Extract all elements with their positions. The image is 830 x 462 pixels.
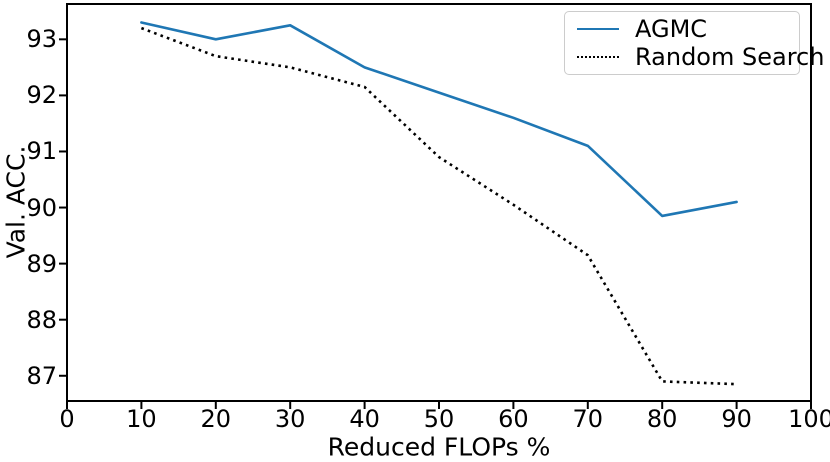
y-tick-label: 89 bbox=[26, 249, 57, 278]
x-tick-label: 50 bbox=[423, 405, 455, 433]
x-tick-label: 30 bbox=[274, 405, 306, 433]
y-axis-title: Val. ACC. bbox=[1, 145, 31, 259]
x-tick-label: 40 bbox=[349, 405, 380, 433]
legend-label-agmc: AGMC bbox=[635, 14, 708, 43]
x-tick-label: 80 bbox=[646, 405, 678, 433]
series-line-agmc bbox=[140, 21, 738, 218]
agmc-line-sample-icon bbox=[577, 27, 619, 30]
x-tick-label: 10 bbox=[126, 405, 157, 433]
x-tick-label: 60 bbox=[498, 405, 529, 433]
legend-entry-random-search: Random Search bbox=[577, 43, 824, 71]
legend-label-random-search: Random Search bbox=[635, 43, 825, 72]
x-tick-label: 90 bbox=[721, 405, 752, 433]
x-tick-label: 20 bbox=[200, 405, 232, 433]
legend-entry-agmc: AGMC bbox=[577, 15, 789, 43]
y-tick-label: 87 bbox=[26, 361, 57, 390]
x-axis-title: Reduced FLOPs % bbox=[327, 432, 551, 462]
x-tick-label: 70 bbox=[572, 405, 604, 433]
y-tick-label: 92 bbox=[26, 81, 57, 110]
x-tick-label: 0 bbox=[59, 405, 75, 433]
plot-border-spines bbox=[66, 3, 812, 402]
x-tick-label: 100 bbox=[788, 405, 830, 433]
legend: AGMC Random Search bbox=[564, 11, 824, 75]
y-tick-label: 93 bbox=[26, 25, 57, 54]
y-tick-label: 91 bbox=[26, 137, 57, 166]
random-search-line-sample-icon bbox=[577, 56, 619, 59]
y-tick-label: 88 bbox=[26, 305, 57, 334]
series-line-random-search bbox=[140, 26, 737, 386]
y-tick-label: 90 bbox=[26, 193, 57, 222]
